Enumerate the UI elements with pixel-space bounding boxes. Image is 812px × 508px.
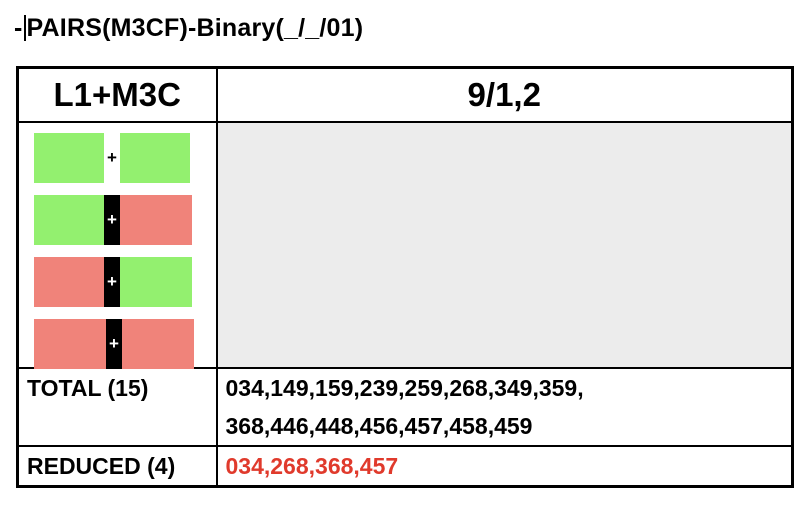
empty-cell [215, 121, 794, 369]
title-text: PAIRS(M3CF)-Binary(_/_/01) [26, 14, 364, 42]
pattern-right-green [120, 133, 190, 183]
total-values: 034,149,159,239,259,268,349,359, 368,446… [215, 367, 794, 447]
pattern-left-green [34, 133, 104, 183]
pattern-list: + + + + [19, 123, 216, 369]
plus-separator: + [104, 195, 120, 245]
pattern-bar: + [34, 319, 194, 369]
plus-separator: + [104, 257, 120, 307]
pattern-right-green [120, 257, 192, 307]
text-cursor [23, 15, 26, 41]
header-cell-l1m3c: L1+M3C [16, 66, 218, 123]
pattern-left-green [34, 195, 104, 245]
pattern-left-red [34, 319, 106, 369]
pattern-bar: + [34, 257, 192, 307]
pattern-left-red [34, 257, 104, 307]
title-prefix: - [14, 14, 23, 42]
total-values-line-2: 368,446,448,456,457,458,459 [225, 413, 533, 439]
reduced-row: REDUCED (4) 034,268,368,457 [16, 445, 794, 488]
pattern-bar: + [34, 133, 190, 183]
total-row: TOTAL (15) 034,149,159,239,259,268,349,3… [16, 367, 794, 447]
header-row: L1+M3C 9/1,2 [16, 66, 794, 123]
pattern-cell: + + + + [16, 121, 218, 369]
pairs-table: L1+M3C 9/1,2 + + + + TOTAL (15) 034,149,159… [16, 66, 794, 488]
pattern-right-red [122, 319, 194, 369]
pattern-right-red [120, 195, 192, 245]
header-cell-digits: 9/1,2 [215, 66, 794, 123]
pattern-bar: + [34, 195, 192, 245]
page-title: - PAIRS(M3CF)-Binary(_/_/01) [14, 14, 363, 43]
reduced-label-text: REDUCED (4) [27, 453, 176, 479]
plus-separator: + [106, 319, 122, 369]
plus-separator: + [104, 133, 120, 183]
total-label: TOTAL (15) [16, 367, 218, 447]
reduced-values: 034,268,368,457 [215, 445, 794, 488]
total-label-text: TOTAL (15) [27, 375, 149, 401]
pattern-row: + + + + [16, 121, 794, 369]
total-values-line-1: 034,149,159,239,259,268,349,359, [225, 375, 584, 401]
reduced-label: REDUCED (4) [16, 445, 218, 488]
